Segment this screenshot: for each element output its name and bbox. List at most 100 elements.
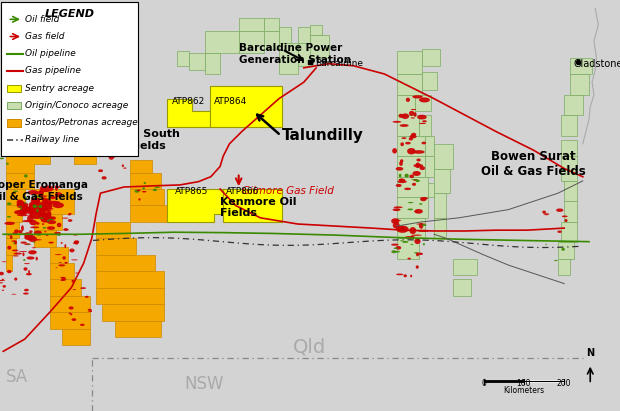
Ellipse shape	[33, 198, 40, 204]
Ellipse shape	[542, 210, 546, 214]
Ellipse shape	[27, 211, 38, 215]
Text: LEGEND: LEGEND	[45, 9, 94, 19]
Ellipse shape	[39, 217, 44, 219]
Ellipse shape	[7, 216, 11, 217]
Text: Talundilly: Talundilly	[282, 128, 364, 143]
Ellipse shape	[55, 201, 60, 203]
Ellipse shape	[23, 205, 28, 211]
Ellipse shape	[43, 213, 51, 219]
Ellipse shape	[32, 247, 36, 248]
Ellipse shape	[143, 187, 145, 189]
Ellipse shape	[42, 200, 48, 206]
Ellipse shape	[0, 157, 4, 159]
Ellipse shape	[42, 198, 48, 201]
Ellipse shape	[413, 150, 425, 154]
Ellipse shape	[38, 190, 43, 196]
Ellipse shape	[40, 186, 44, 191]
Ellipse shape	[38, 195, 48, 197]
Ellipse shape	[28, 270, 30, 274]
Ellipse shape	[33, 239, 42, 240]
Ellipse shape	[414, 209, 423, 214]
Ellipse shape	[28, 250, 37, 254]
Ellipse shape	[410, 236, 414, 238]
Ellipse shape	[12, 255, 19, 256]
Ellipse shape	[14, 277, 17, 281]
Ellipse shape	[20, 207, 22, 210]
Ellipse shape	[50, 216, 56, 219]
Ellipse shape	[29, 220, 37, 225]
Ellipse shape	[409, 175, 414, 178]
Polygon shape	[130, 173, 161, 189]
Ellipse shape	[17, 202, 26, 208]
Ellipse shape	[399, 179, 403, 180]
Bar	[177, 51, 189, 66]
Ellipse shape	[1, 279, 4, 280]
Ellipse shape	[57, 223, 61, 227]
Ellipse shape	[402, 241, 409, 243]
Bar	[564, 201, 577, 222]
Bar	[1, 2, 138, 156]
Ellipse shape	[418, 230, 429, 232]
Ellipse shape	[399, 114, 404, 118]
Ellipse shape	[412, 183, 416, 186]
Polygon shape	[6, 189, 25, 206]
Text: N: N	[586, 349, 595, 358]
Polygon shape	[50, 263, 74, 279]
Ellipse shape	[24, 289, 29, 291]
Ellipse shape	[401, 226, 405, 230]
Ellipse shape	[60, 277, 66, 278]
Ellipse shape	[414, 238, 420, 244]
Ellipse shape	[74, 241, 79, 245]
Text: Gladstone: Gladstone	[574, 59, 620, 69]
Bar	[415, 95, 431, 111]
Ellipse shape	[20, 242, 27, 244]
Ellipse shape	[415, 266, 419, 269]
Ellipse shape	[557, 231, 562, 233]
Text: Origin/Conoco acreage: Origin/Conoco acreage	[25, 101, 128, 110]
Text: NSW: NSW	[185, 375, 224, 393]
Polygon shape	[96, 222, 130, 238]
Ellipse shape	[47, 226, 55, 230]
Ellipse shape	[34, 231, 42, 235]
Ellipse shape	[405, 236, 415, 239]
Ellipse shape	[392, 220, 401, 221]
Text: Bodella South
Oil Fields: Bodella South Oil Fields	[93, 129, 180, 150]
Ellipse shape	[41, 202, 46, 208]
Bar	[189, 53, 205, 70]
Bar	[558, 259, 570, 275]
Bar	[561, 140, 577, 156]
Ellipse shape	[70, 313, 73, 315]
Polygon shape	[6, 222, 19, 238]
Polygon shape	[50, 296, 90, 312]
Ellipse shape	[392, 208, 401, 211]
Bar	[425, 136, 434, 156]
Ellipse shape	[395, 251, 400, 252]
Ellipse shape	[407, 208, 413, 210]
Ellipse shape	[45, 219, 52, 222]
Ellipse shape	[394, 247, 398, 249]
Ellipse shape	[69, 312, 71, 314]
Ellipse shape	[110, 143, 119, 145]
Ellipse shape	[399, 178, 405, 181]
Text: Barcaldine Power
Generation Station: Barcaldine Power Generation Station	[239, 43, 351, 65]
Ellipse shape	[414, 252, 417, 254]
Text: ATP866: ATP866	[226, 187, 260, 196]
Ellipse shape	[74, 240, 79, 243]
Ellipse shape	[80, 324, 85, 326]
Ellipse shape	[48, 242, 54, 243]
Ellipse shape	[7, 246, 11, 249]
Ellipse shape	[397, 180, 407, 183]
Ellipse shape	[24, 267, 27, 271]
Ellipse shape	[409, 111, 414, 116]
Ellipse shape	[409, 227, 416, 234]
Ellipse shape	[418, 253, 422, 254]
Ellipse shape	[11, 240, 16, 242]
Ellipse shape	[29, 201, 37, 209]
Ellipse shape	[64, 228, 68, 231]
Ellipse shape	[88, 311, 92, 312]
Polygon shape	[130, 206, 167, 222]
Bar	[279, 27, 291, 43]
Bar	[397, 177, 428, 197]
Ellipse shape	[42, 214, 51, 220]
Polygon shape	[50, 312, 90, 329]
